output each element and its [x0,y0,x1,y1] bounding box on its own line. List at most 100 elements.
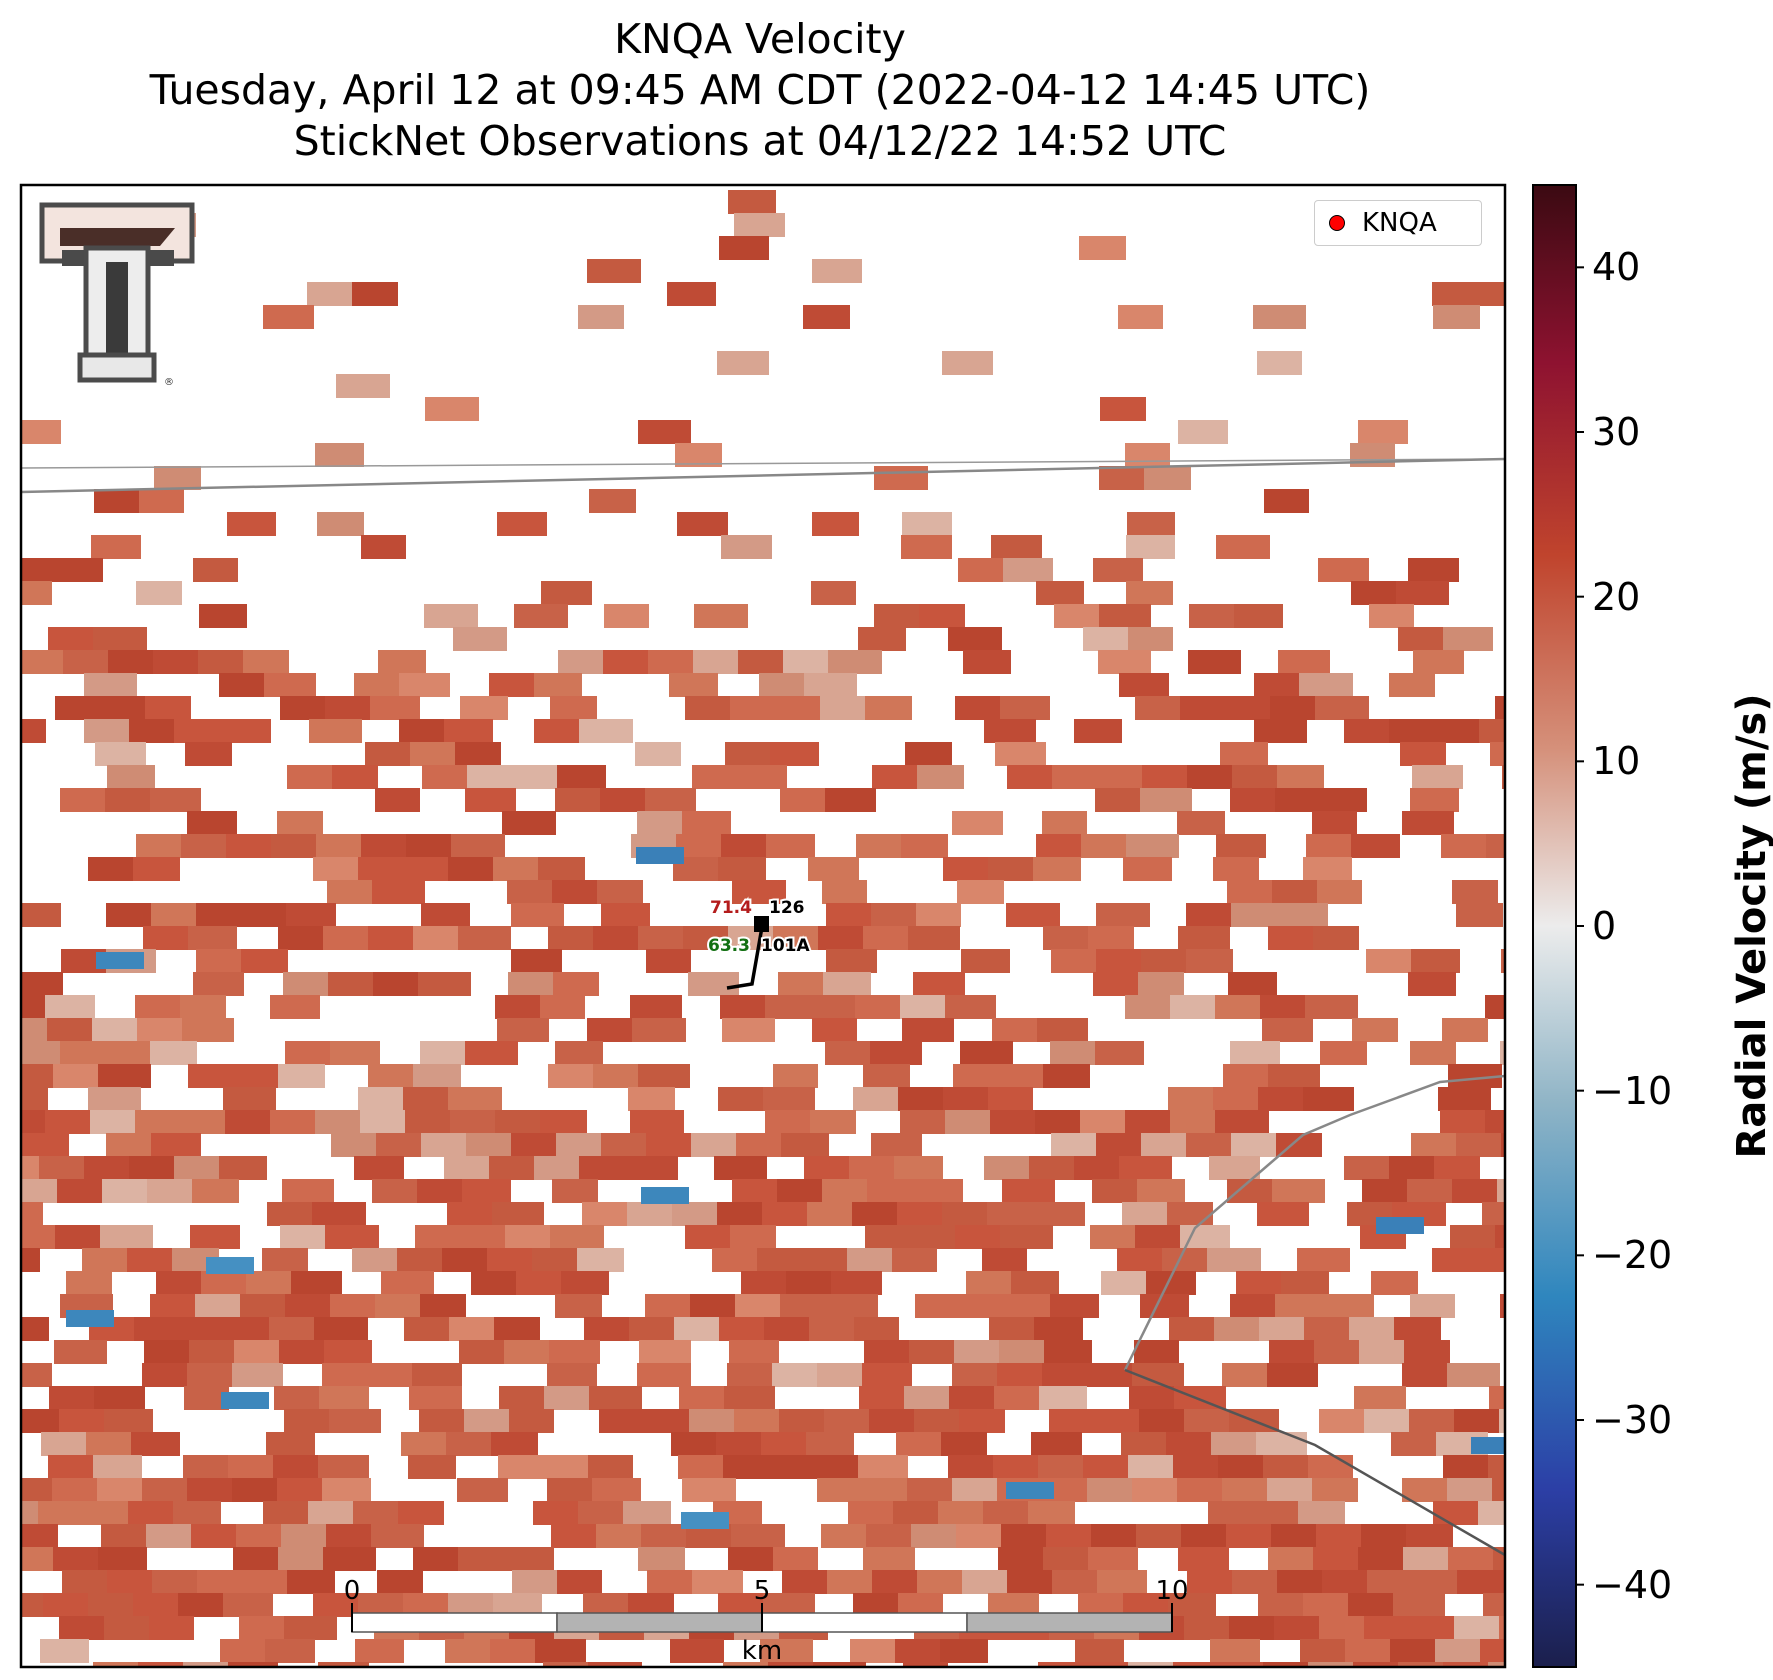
velocity-cell [128,1501,176,1525]
velocity-cell [1408,972,1456,996]
velocity-cell [270,995,320,1019]
velocity-cell [201,1271,247,1295]
velocity-cell [1490,742,1505,766]
velocity-cell [1043,1064,1090,1088]
velocity-cell [1096,1133,1147,1157]
velocity-cell [831,1271,882,1295]
velocity-cell [735,1294,782,1318]
velocity-cell [21,1202,43,1226]
velocity-cell [101,1524,154,1548]
velocity-cell [154,466,201,490]
temperature-value: 71.4 [710,898,752,918]
sticknet-station[interactable]: 71.4 126 63.3 101A [706,896,812,990]
velocity-cell [511,949,562,973]
velocity-cell [645,1294,696,1318]
velocity-cell [1254,673,1301,697]
velocity-cell [1140,788,1192,812]
velocity-cell [88,1087,141,1111]
velocity-cell [557,1570,602,1594]
velocity-cell [1213,857,1259,881]
velocity-cell [940,1639,988,1663]
velocity-cell [901,834,948,858]
velocity-cell [957,880,1004,904]
velocity-cell [603,650,656,674]
velocity-cell [720,995,772,1019]
velocity-cell [58,558,103,582]
velocity-cell [1225,696,1275,720]
velocity-cell [721,834,767,858]
velocity-cell [988,1087,1033,1111]
velocity-cell [1230,1294,1277,1318]
velocity-cell [1492,1478,1505,1502]
scale-tick-10: 10 [1155,1576,1189,1606]
velocity-cell [820,696,870,720]
velocity-cell [1477,282,1505,306]
velocity-cell [282,1179,334,1203]
velocity-cell [278,1064,325,1088]
velocity-cell [1088,1547,1138,1571]
velocity-cell [737,765,787,789]
velocity-cell [1007,1570,1060,1594]
velocity-cell [408,1455,456,1479]
velocity-cell [865,1225,910,1249]
velocity-cell [179,1317,232,1341]
velocity-cell [270,1110,316,1134]
velocity-cell-negative [1006,1482,1054,1499]
velocity-cell [945,995,996,1019]
velocity-cell [538,857,585,881]
velocity-cell [732,1179,781,1203]
velocity-cell [1096,949,1149,973]
velocity-cell [822,1179,875,1203]
velocity-cell [1119,1156,1172,1180]
velocity-cell [635,742,681,766]
velocity-cell [262,1248,308,1272]
velocity-cell [1097,1570,1147,1594]
velocity-cell [91,535,141,559]
velocity-cell [1412,1570,1458,1594]
velocity-cell [1117,1248,1165,1272]
velocity-cell [328,972,378,996]
velocity-cell [952,811,1003,835]
velocity-cell [279,1340,328,1364]
velocity-cell [421,1133,467,1157]
velocity-cell [1319,1409,1368,1433]
velocity-cell [86,1432,137,1456]
velocity-cell [855,995,905,1019]
velocity-cell [286,903,336,927]
velocity-cell [1488,1455,1505,1479]
velocity-cell [375,788,420,812]
velocity-cell [1278,650,1330,674]
velocity-cell-negative [681,1512,729,1529]
velocity-cell [1277,1570,1322,1594]
velocity-cell [1303,1593,1355,1617]
velocity-cell [21,1363,52,1387]
velocity-cell [540,1110,587,1134]
velocity-cell [578,1501,630,1525]
title-line-2: Tuesday, April 12 at 09:45 AM CDT (2022-… [149,66,1371,114]
velocity-cell [778,972,826,996]
velocity-cell [1306,834,1351,858]
velocity-cell [181,834,226,858]
velocity-cell [728,1547,781,1571]
velocity-cell [1312,811,1357,835]
velocity-cell [601,903,650,927]
velocity-cell [1488,1662,1505,1667]
velocity-cell [21,650,64,674]
velocity-cell [1170,1110,1215,1134]
velocity-cell [1097,765,1142,789]
velocity-cell [1037,1018,1088,1042]
velocity-cell [966,1271,1018,1295]
velocity-cell [1090,1225,1136,1249]
velocity-cell [1178,1547,1229,1571]
velocity-cell [552,1179,598,1203]
velocity-cell [446,1432,498,1456]
velocity-cell [1231,903,1278,927]
velocity-cell [988,857,1036,881]
velocity-cell [327,880,380,904]
velocity-cell [863,1064,910,1088]
velocity-cell [1277,765,1324,789]
velocity-cell [1448,1547,1499,1571]
velocity-cell [1501,949,1505,973]
velocity-cell [1438,1087,1491,1111]
velocity-cell [942,351,993,375]
